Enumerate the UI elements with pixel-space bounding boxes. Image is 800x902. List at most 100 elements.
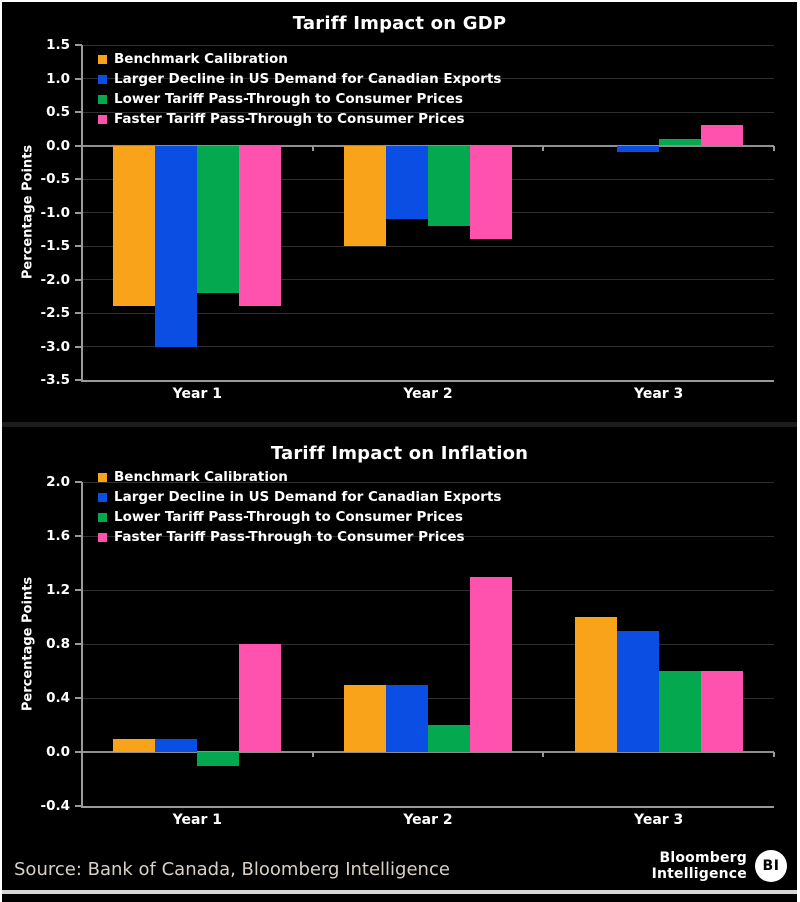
y-axis-tick — [75, 77, 82, 80]
gridline — [82, 312, 774, 314]
bottom-border — [2, 890, 797, 894]
chart-title: Tariff Impact on GDP — [292, 13, 507, 34]
gridline — [82, 643, 774, 645]
bar — [344, 684, 386, 752]
y-tick-label: 0.4 — [46, 690, 70, 706]
gdp-chart-panel: Tariff Impact on GDP Percentage Points 1… — [2, 2, 797, 427]
legend-item: Faster Tariff Pass-Through to Consumer P… — [98, 530, 501, 544]
gridline — [82, 78, 774, 79]
bar — [197, 752, 240, 766]
legend-label: Larger Decline in US Demand for Canadian… — [114, 71, 502, 87]
zero-line — [82, 751, 774, 753]
y-tick-label: 0.8 — [46, 636, 70, 652]
y-tick-label: 1.6 — [46, 528, 70, 544]
gridline — [82, 111, 774, 113]
x-axis-tick — [311, 752, 314, 757]
bar — [344, 145, 386, 246]
bar — [700, 671, 743, 752]
x-category-label: Year 2 — [403, 386, 453, 402]
y-axis-tick — [75, 535, 82, 537]
legend-label: Larger Decline in US Demand for Canadian… — [114, 489, 502, 505]
legend: Benchmark Calibration Larger Decline in U… — [98, 470, 501, 550]
x-axis-line — [81, 380, 774, 382]
y-tick-label: 1.5 — [46, 37, 70, 53]
y-axis-tick — [75, 589, 82, 591]
legend-swatch-icon — [98, 74, 107, 84]
y-axis-line — [81, 482, 83, 806]
x-category-label: Year 1 — [172, 386, 222, 402]
y-axis-tick — [75, 278, 82, 281]
legend-label: Faster Tariff Pass-Through to Consumer P… — [114, 111, 465, 127]
bar — [470, 576, 512, 752]
x-axis-tick — [773, 145, 775, 151]
bar — [155, 145, 198, 347]
legend-item: Larger Decline in US Demand for Canadian… — [98, 72, 501, 86]
x-category-label: Year 3 — [633, 386, 684, 402]
y-axis-tick — [75, 805, 82, 807]
bar — [658, 671, 701, 752]
legend-item: Larger Decline in US Demand for Canadian… — [98, 490, 501, 504]
bar — [239, 644, 282, 752]
x-axis-tick — [773, 752, 775, 757]
legend-swatch-icon — [98, 512, 107, 522]
gridline — [82, 481, 774, 483]
x-axis-tick — [311, 145, 314, 151]
plot-area: 1.5 1.0 0.5 0.0 -0.5 -1.0 -1.5 -2.0 -2.5 -3.0 -3.5… — [2, 2, 797, 427]
bar — [113, 738, 156, 752]
inflation-chart-panel: Tariff Impact on Inflation Percentage Po… — [2, 427, 797, 847]
y-tick-label: -2.0 — [40, 271, 70, 288]
bar — [428, 725, 470, 752]
y-axis-tick — [75, 345, 82, 348]
gridline — [82, 44, 774, 46]
bar — [616, 630, 659, 752]
legend-item: Faster Tariff Pass-Through to Consumer P… — [98, 112, 501, 126]
legend-label: Lower Tariff Pass-Through to Consumer Pr… — [114, 91, 463, 107]
y-tick-label: -0.5 — [40, 171, 70, 187]
chart-title: Tariff Impact on Inflation — [270, 443, 529, 464]
bar — [239, 145, 282, 307]
y-axis-tick — [75, 44, 82, 46]
footer: Source: Bank of Canada, Bloomberg Intell… — [2, 847, 797, 890]
y-axis-tick — [75, 245, 82, 247]
y-tick-label: -1.5 — [40, 238, 70, 254]
brand-line1: Bloomberg — [659, 850, 747, 866]
gridline — [82, 346, 774, 347]
bar — [470, 145, 512, 240]
brand-text: Bloomberg Intelligence — [652, 850, 747, 882]
bar — [386, 145, 428, 220]
y-tick-label: -1.0 — [40, 204, 70, 221]
y-axis-tick — [75, 379, 82, 381]
legend-label: Benchmark Calibration — [114, 469, 288, 485]
legend-label: Lower Tariff Pass-Through to Consumer Pr… — [114, 509, 463, 525]
y-axis-tick — [75, 312, 82, 314]
y-axis-tick — [75, 144, 82, 147]
bar — [428, 145, 470, 226]
y-tick-label: 0.0 — [46, 137, 70, 154]
y-axis-tick — [75, 178, 82, 180]
gridline — [82, 697, 774, 699]
bar — [616, 145, 659, 153]
y-axis-tick — [75, 697, 82, 699]
bi-badge-icon: BI — [755, 850, 787, 882]
legend-label: Faster Tariff Pass-Through to Consumer P… — [114, 529, 465, 545]
y-axis-tick — [75, 643, 82, 645]
source-text: Source: Bank of Canada, Bloomberg Intell… — [14, 859, 450, 880]
legend-item: Benchmark Calibration — [98, 470, 501, 484]
y-tick-label: -2.5 — [40, 305, 70, 321]
gridline — [82, 589, 774, 591]
legend-swatch-icon — [98, 532, 107, 542]
y-axis-tick — [75, 481, 82, 483]
bar — [574, 617, 617, 752]
legend-swatch-icon — [98, 94, 107, 104]
bar — [386, 684, 428, 752]
y-tick-label: 2.0 — [46, 474, 70, 490]
legend-swatch-icon — [98, 492, 107, 502]
bar — [113, 145, 156, 307]
legend-item: Benchmark Calibration — [98, 52, 501, 66]
y-axis-line — [81, 45, 83, 380]
y-tick-label: -3.5 — [40, 372, 70, 388]
x-category-label: Year 2 — [403, 812, 453, 828]
bar — [700, 125, 743, 146]
y-tick-label: 1.0 — [46, 70, 70, 87]
